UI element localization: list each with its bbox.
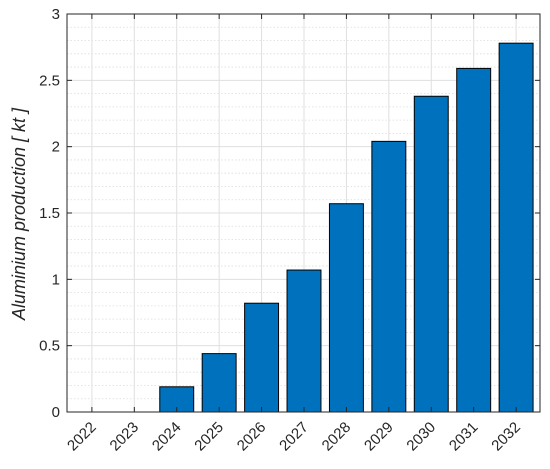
- bar-2028: [328, 203, 364, 413]
- bar-2026: [244, 302, 280, 413]
- x-tick-label-2024: 2024: [149, 419, 185, 455]
- x-tick-label-2026: 2026: [234, 419, 270, 455]
- x-tick-label-2022: 2022: [64, 419, 100, 455]
- y-tick-label: 2.5: [39, 72, 60, 89]
- y-tick-label: 1: [52, 271, 60, 288]
- x-tick-label-2031: 2031: [446, 419, 482, 455]
- y-tick-label: 0.5: [39, 338, 60, 355]
- x-tick-label-2029: 2029: [361, 419, 397, 455]
- bar-2025: [201, 353, 237, 413]
- x-tick-label-2025: 2025: [191, 419, 227, 455]
- x-tick-labels: 2022 2023 2024 2025 2026 2027 2028 2029 2030 2031…: [64, 419, 524, 455]
- bar-2027: [286, 269, 322, 413]
- x-tick-label-2032: 2032: [488, 419, 524, 455]
- bar-2031: [456, 67, 492, 413]
- x-tick-label-2030: 2030: [403, 419, 439, 455]
- y-tick-label: 2: [52, 139, 60, 156]
- y-tick-label: 3: [52, 6, 60, 23]
- x-tick-label-2023: 2023: [107, 419, 143, 455]
- bar-2029: [371, 140, 407, 413]
- x-tick-label-2027: 2027: [276, 419, 312, 455]
- y-tick-labels: 0 0.5 1 1.5 2 2.5 3: [39, 6, 60, 421]
- bar-2030: [413, 95, 449, 413]
- tick-marks: [67, 13, 540, 413]
- y-tick-label: 0: [52, 404, 60, 421]
- y-axis-label: Aluminium production [ kt ]: [9, 107, 29, 321]
- bars: [159, 42, 534, 413]
- bar-2032: [498, 42, 534, 413]
- y-tick-label: 1.5: [39, 205, 60, 222]
- x-tick-label-2028: 2028: [319, 419, 355, 455]
